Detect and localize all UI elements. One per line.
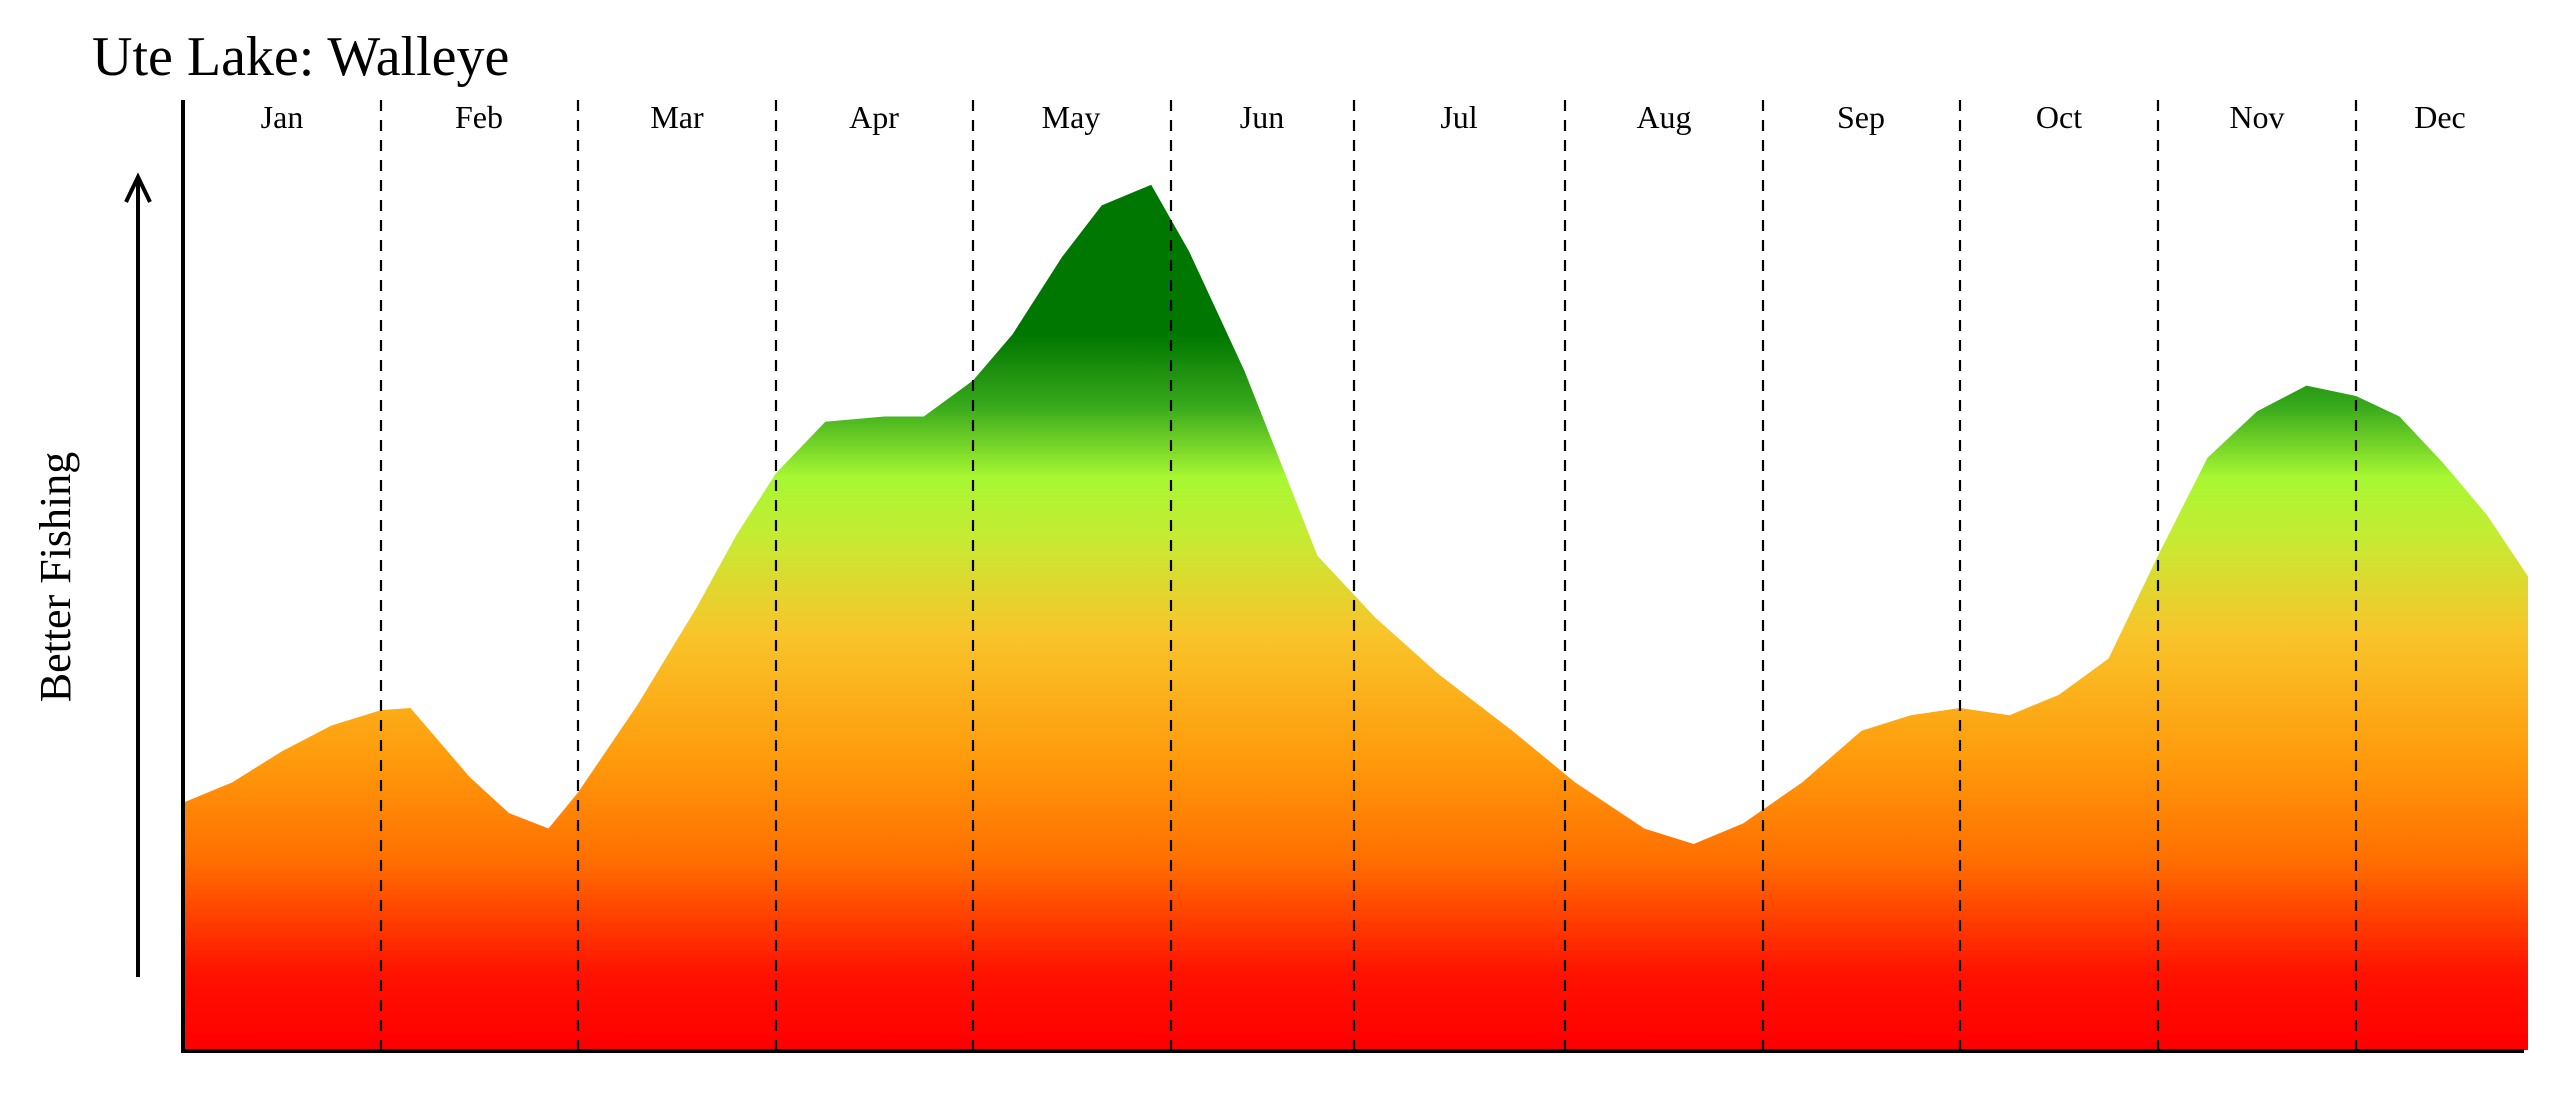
better-fishing-arrow-icon [124, 172, 152, 977]
month-label-jun: Jun [1240, 99, 1284, 135]
month-label-may: May [1042, 99, 1101, 135]
month-label-aug: Aug [1636, 99, 1691, 135]
month-label-jul: Jul [1440, 99, 1477, 135]
month-label-oct: Oct [2036, 99, 2082, 135]
month-label-nov: Nov [2229, 99, 2284, 135]
y-axis-label: Better Fishing [31, 452, 80, 703]
fishing-quality-area [183, 184, 2528, 1051]
month-label-mar: Mar [650, 99, 704, 135]
month-label-apr: Apr [849, 99, 899, 135]
month-labels: Jan Feb Mar Apr May Jun Jul Aug Sep Oct Nov Dec [261, 99, 2466, 135]
chart-title: Ute Lake: Walleye [92, 26, 509, 88]
month-label-sep: Sep [1837, 99, 1885, 135]
month-label-feb: Feb [455, 99, 503, 135]
month-label-jan: Jan [261, 99, 304, 135]
month-label-dec: Dec [2414, 99, 2466, 135]
area-layer [183, 184, 2528, 1051]
